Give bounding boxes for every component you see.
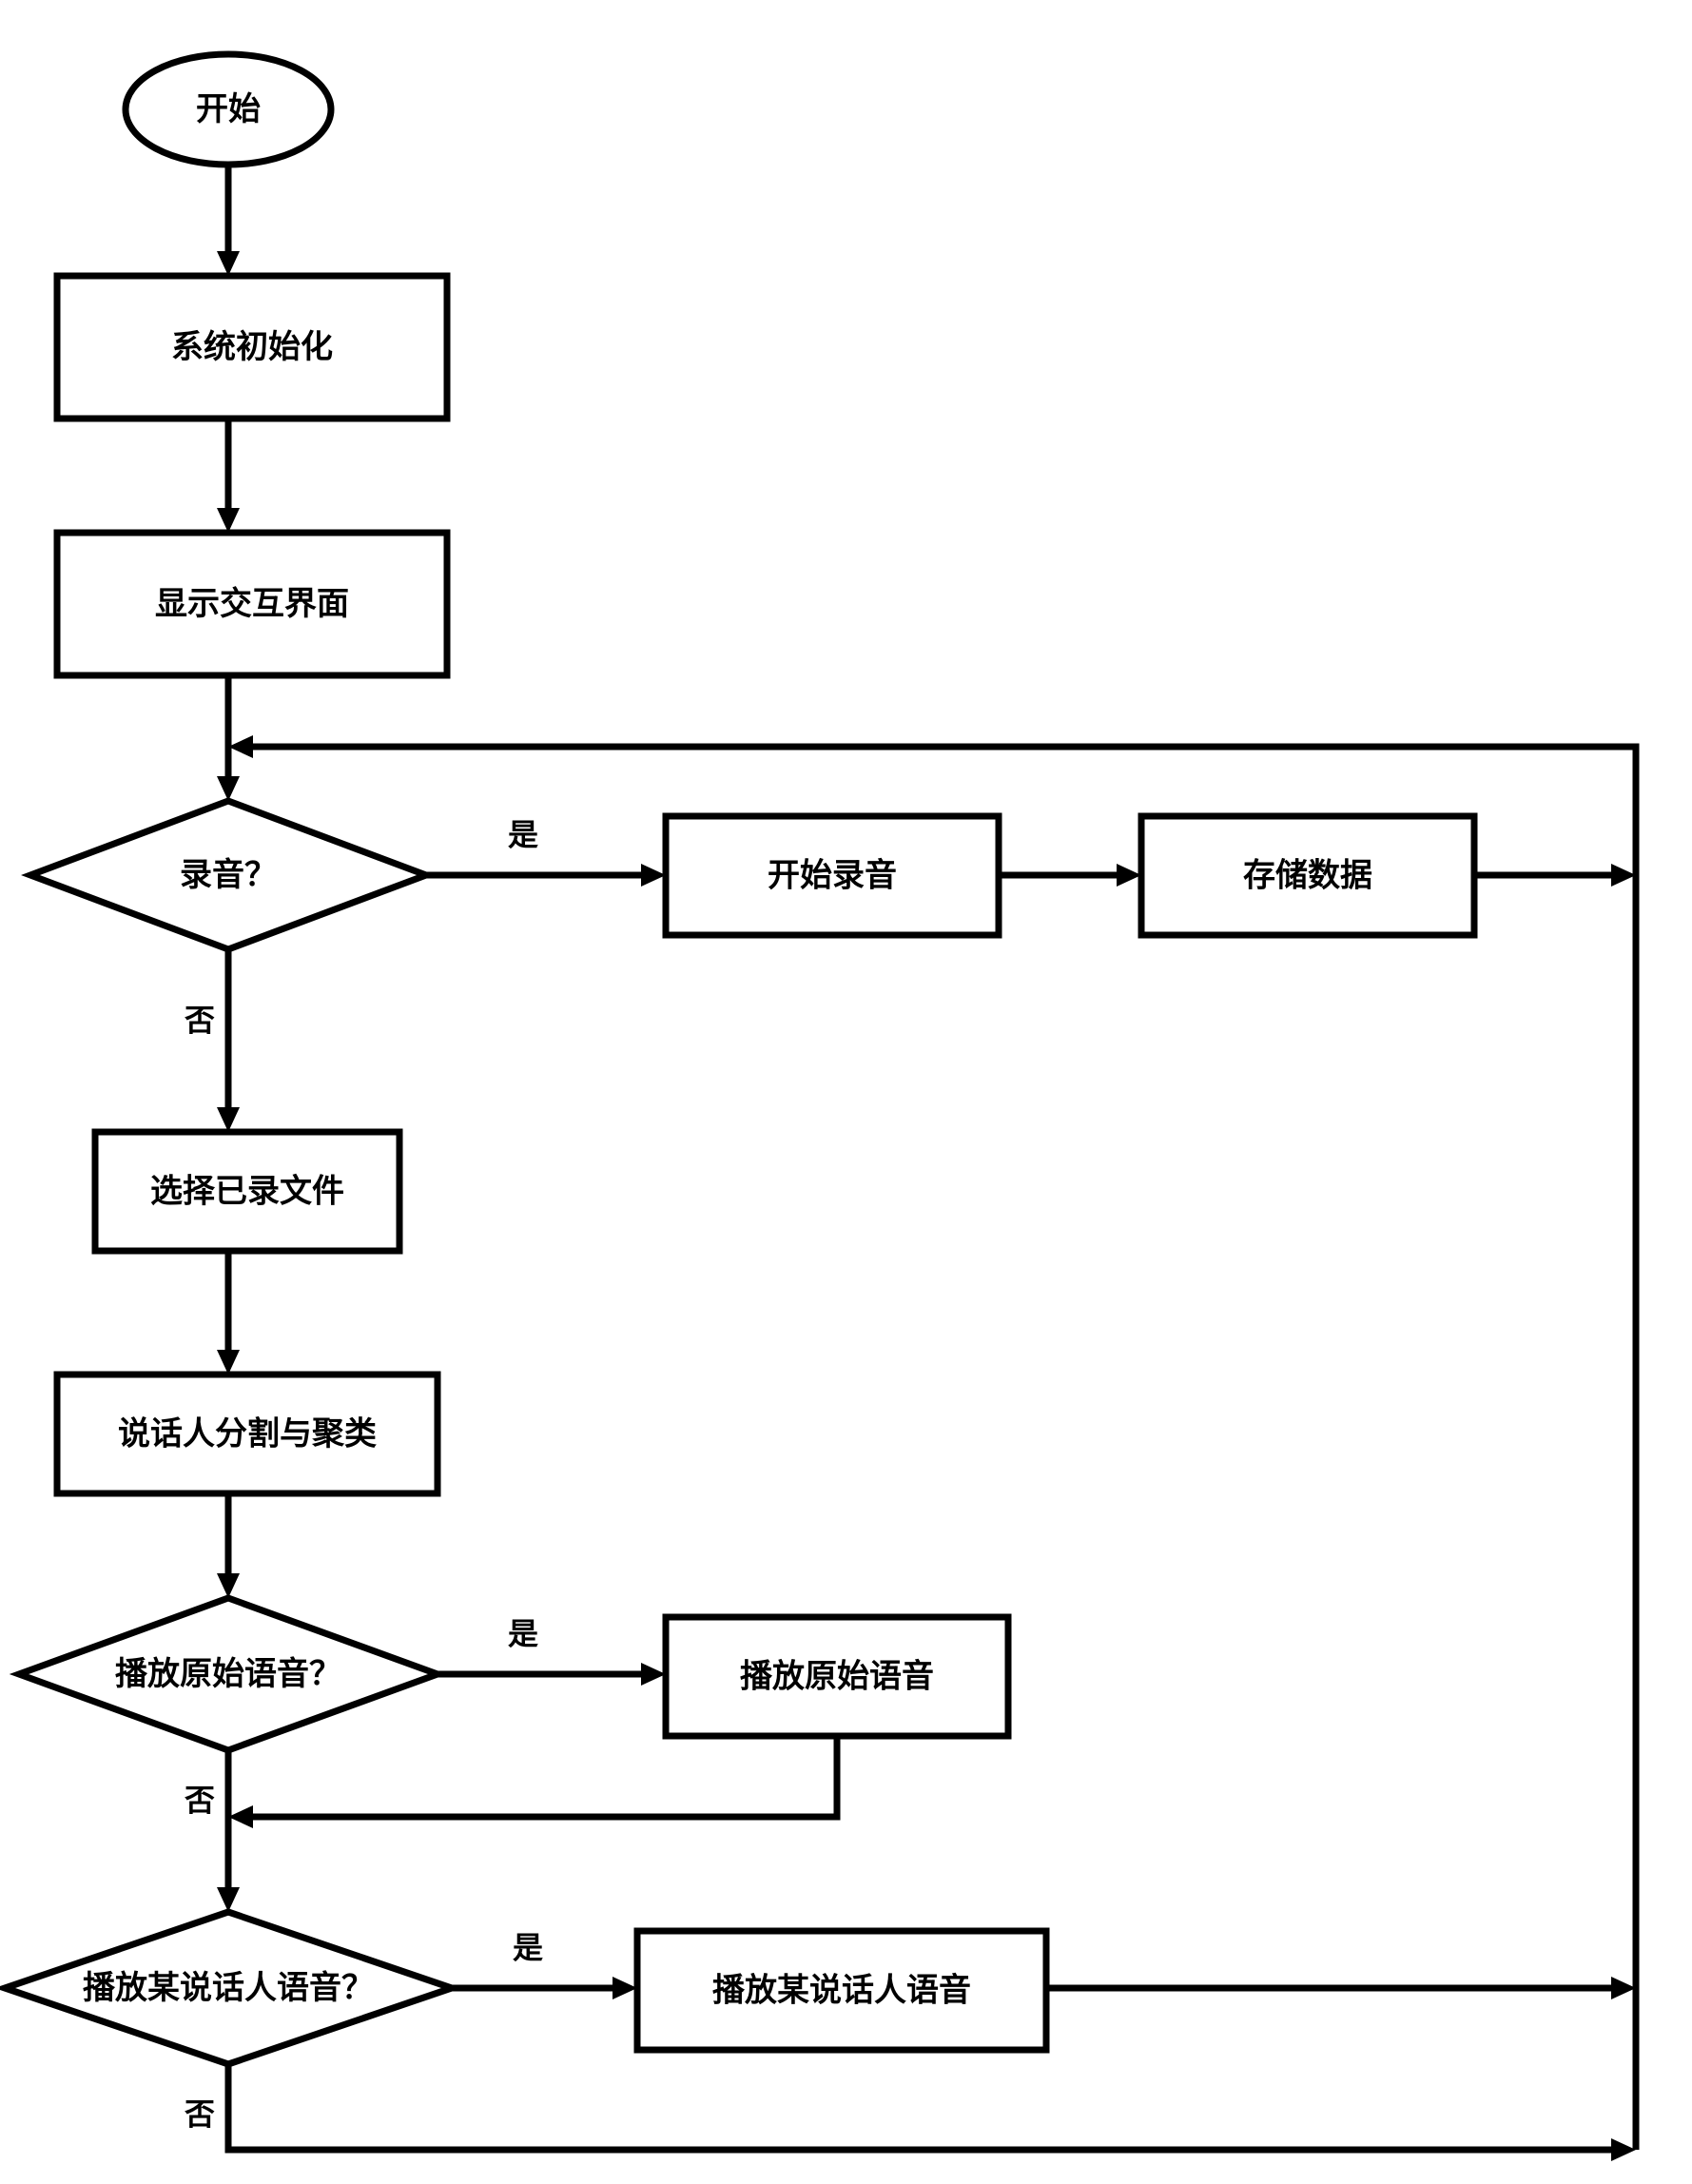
node-label: 开始	[196, 91, 261, 127]
node-label: 播放原始语音？	[115, 1656, 341, 1692]
edge-label: 否	[185, 2096, 215, 2131]
node-start: 开始	[126, 54, 331, 165]
node-store: 存储数据	[1141, 816, 1474, 935]
node-label: 录音？	[180, 857, 277, 893]
node-label: 播放某说话人语音？	[83, 1970, 374, 2006]
flowchart-root: 是否是否是否开始系统初始化显示交互界面录音？开始录音存储数据选择已录文件说话人分…	[0, 0, 1692, 2184]
node-label: 存储数据	[1243, 857, 1372, 893]
edge-label: 否	[185, 1003, 215, 1037]
edge-label: 否	[185, 1783, 215, 1817]
edge-label: 是	[513, 1930, 543, 1964]
node-select: 选择已录文件	[95, 1132, 399, 1251]
node-play_o: 播放原始语音	[666, 1617, 1008, 1736]
node-label: 播放原始语音	[740, 1658, 934, 1694]
node-rec: 开始录音	[666, 816, 999, 935]
node-label: 开始录音	[768, 857, 897, 893]
node-label: 播放某说话人语音	[712, 1972, 971, 2008]
edge-label: 是	[508, 817, 538, 851]
node-ui: 显示交互界面	[57, 533, 447, 675]
node-play_s: 播放某说话人语音	[637, 1931, 1046, 2050]
node-init: 系统初始化	[57, 276, 447, 419]
node-label: 显示交互界面	[155, 585, 349, 622]
node-label: 系统初始化	[171, 329, 333, 365]
edge-label: 是	[508, 1616, 538, 1650]
node-seg: 说话人分割与聚类	[57, 1375, 438, 1493]
node-label: 选择已录文件	[150, 1173, 344, 1209]
node-label: 说话人分割与聚类	[118, 1415, 377, 1452]
